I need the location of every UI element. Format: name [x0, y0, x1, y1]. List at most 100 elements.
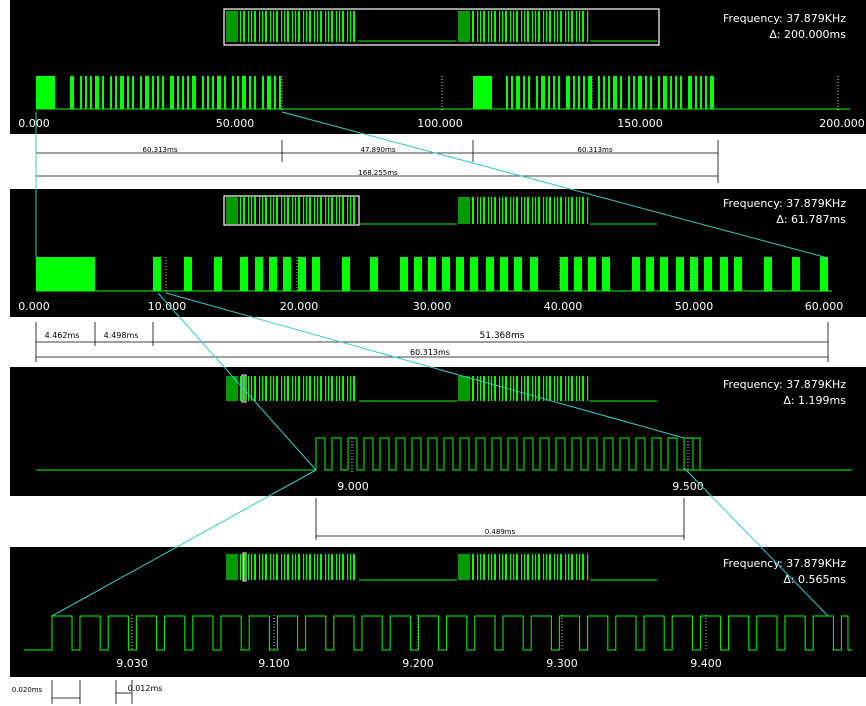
- overview-pulse: [350, 11, 352, 42]
- data-pulse: [530, 257, 538, 291]
- data-pulse: [608, 76, 610, 109]
- overview-pulse: [535, 554, 537, 580]
- overview-pulse: [538, 11, 540, 42]
- overview-pulse: [579, 197, 581, 224]
- overview-pulse: [314, 554, 316, 580]
- overview-pulse: [240, 11, 242, 42]
- measure-label: 60.313ms: [410, 348, 450, 357]
- axis-tick: 0.000: [18, 300, 50, 313]
- overview-pulse: [270, 554, 272, 580]
- overview-pulse: [521, 376, 523, 401]
- overview-pulse: [480, 11, 482, 42]
- data-pulse: [700, 76, 702, 109]
- overview-leader: [226, 376, 238, 401]
- overview-pulse: [549, 376, 551, 401]
- data-pulse: [548, 76, 550, 109]
- overview-pulse: [314, 11, 316, 42]
- overview-pulse: [505, 554, 507, 580]
- overview-leader: [226, 11, 238, 42]
- overview-pulse: [240, 376, 242, 401]
- data-pulse: [456, 257, 464, 291]
- overview-pulse: [576, 554, 578, 580]
- overview-pulse: [320, 554, 322, 580]
- axis-tick: 60.000: [805, 300, 844, 313]
- data-pulse: [177, 76, 179, 109]
- overview-pulse: [336, 376, 338, 401]
- data-pulses: [70, 76, 281, 109]
- overview-pulse: [251, 11, 253, 42]
- overview-pulse: [543, 197, 545, 224]
- data-pulse: [428, 257, 436, 291]
- overview-pulse: [284, 11, 286, 42]
- overview-pulse: [281, 11, 283, 42]
- overview-pulse: [276, 11, 278, 42]
- panel-background: [10, 367, 866, 496]
- data-pulse: [583, 76, 585, 109]
- overview-pulse: [483, 376, 485, 401]
- overview-strip: [223, 8, 660, 46]
- data-pulse: [705, 76, 707, 109]
- overview-pulse: [298, 376, 300, 401]
- overview-pulse: [276, 554, 278, 580]
- overview-pulse: [554, 197, 556, 224]
- overview-pulse: [524, 376, 526, 401]
- overview-pulse: [527, 197, 529, 224]
- overview-pulse: [309, 197, 311, 224]
- overview-pulse: [281, 376, 283, 401]
- overview-pulse: [273, 197, 275, 224]
- overview-pulse: [513, 376, 515, 401]
- overview-pulse: [480, 197, 482, 224]
- overview-pulse: [549, 554, 551, 580]
- data-pulse: [224, 76, 226, 109]
- overview-pulse: [350, 197, 352, 224]
- data-pulse: [620, 76, 622, 109]
- overview-pulse: [543, 11, 545, 42]
- overview-pulse: [502, 197, 504, 224]
- overview-pulse: [513, 197, 515, 224]
- overview-pulse: [350, 376, 352, 401]
- overview-pulse: [488, 11, 490, 42]
- overview-pulse: [265, 554, 267, 580]
- overview-pulse: [317, 197, 319, 224]
- overview-pulse: [510, 376, 512, 401]
- overview-burst: [458, 11, 589, 42]
- overview-pulse: [554, 376, 556, 401]
- overview-pulse: [298, 11, 300, 42]
- overview-pulse: [494, 376, 496, 401]
- overview-pulse: [284, 376, 286, 401]
- overview-pulse: [483, 197, 485, 224]
- overview-pulse: [516, 11, 518, 42]
- overview-pulse: [331, 554, 333, 580]
- overview-pulse: [532, 197, 534, 224]
- overview-pulse: [532, 11, 534, 42]
- overview-pulse: [516, 376, 518, 401]
- overview-leader: [458, 197, 470, 224]
- measure-label: 0.012ms: [128, 684, 163, 693]
- overview-pulse: [527, 554, 529, 580]
- data-pulse: [645, 76, 647, 109]
- data-pulse: [528, 76, 530, 109]
- data-pulse: [573, 76, 575, 109]
- overview-pulse: [347, 11, 349, 42]
- data-pulse: [157, 76, 159, 109]
- overview-pulse: [557, 197, 559, 224]
- data-pulse: [566, 76, 570, 109]
- overview-pulse: [339, 11, 341, 42]
- overview-frame: [223, 195, 360, 226]
- overview-pulse: [254, 376, 256, 401]
- overview-pulse: [560, 376, 562, 401]
- data-pulse: [342, 257, 350, 291]
- overview-pulse: [342, 554, 344, 580]
- data-pulse: [217, 76, 221, 109]
- overview-pulse: [336, 11, 338, 42]
- overview-pulse: [491, 11, 493, 42]
- data-pulse: [414, 257, 422, 291]
- overview-pulse: [259, 197, 261, 224]
- overview-pulse: [347, 197, 349, 224]
- overview-pulse: [259, 376, 261, 401]
- measure-label: 168.255ms: [358, 169, 398, 177]
- panel-carrier: Frequency: 37.879KHz Δ: 0.565ms 9.030 9.…: [10, 547, 866, 677]
- overview-pulse: [347, 376, 349, 401]
- overview-pulse: [568, 197, 570, 224]
- data-pulse: [734, 257, 742, 291]
